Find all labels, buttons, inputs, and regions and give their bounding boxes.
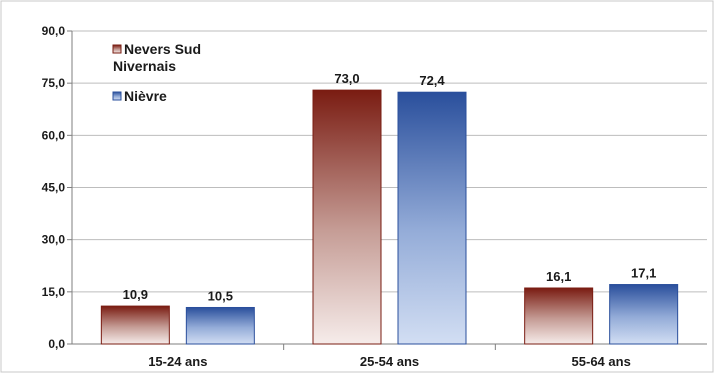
data-label: 10,9 — [123, 287, 148, 302]
legend-swatch-nievre — [112, 91, 122, 101]
bar-nevers — [100, 305, 170, 345]
bars — [100, 89, 679, 345]
data-label: 10,5 — [208, 288, 233, 303]
data-label: 17,1 — [631, 266, 656, 281]
data-labels: 10,9 10,5 73,0 72,4 16,1 17,1 — [123, 71, 657, 303]
y-tick-label: 45,0 — [42, 181, 66, 195]
y-tick-label: 30,0 — [42, 233, 66, 247]
bar-nievre — [185, 306, 255, 345]
y-tick-label: 60,0 — [42, 128, 66, 142]
bar-nevers — [312, 89, 382, 345]
data-label: 72,4 — [419, 73, 445, 88]
bar-nievre — [397, 91, 467, 345]
data-label: 73,0 — [334, 71, 359, 86]
legend-label-nevers-line2: Nivernais — [113, 58, 176, 74]
bar-nievre — [609, 284, 679, 345]
x-category-label: 15-24 ans — [148, 354, 207, 369]
legend-label-nievre: Nièvre — [124, 88, 167, 104]
x-category-label: 25-54 ans — [360, 354, 419, 369]
bar-nevers — [524, 287, 594, 345]
y-tick-label: 75,0 — [42, 76, 66, 90]
legend: Nevers Sud Nivernais Nièvre — [112, 41, 201, 104]
legend-swatch-nevers — [112, 44, 122, 54]
x-category-label: 55-64 ans — [572, 354, 631, 369]
data-label: 16,1 — [546, 269, 571, 284]
axes: 0,0 15,0 30,0 45,0 60,0 75,0 90,0 15-24 ans 25-5… — [42, 24, 707, 369]
y-tick-label: 90,0 — [42, 24, 66, 38]
legend-label-nevers-line1: Nevers Sud — [124, 41, 201, 57]
y-tick-label: 15,0 — [42, 285, 66, 299]
grid-lines — [72, 30, 707, 293]
y-tick-label: 0,0 — [48, 337, 65, 351]
